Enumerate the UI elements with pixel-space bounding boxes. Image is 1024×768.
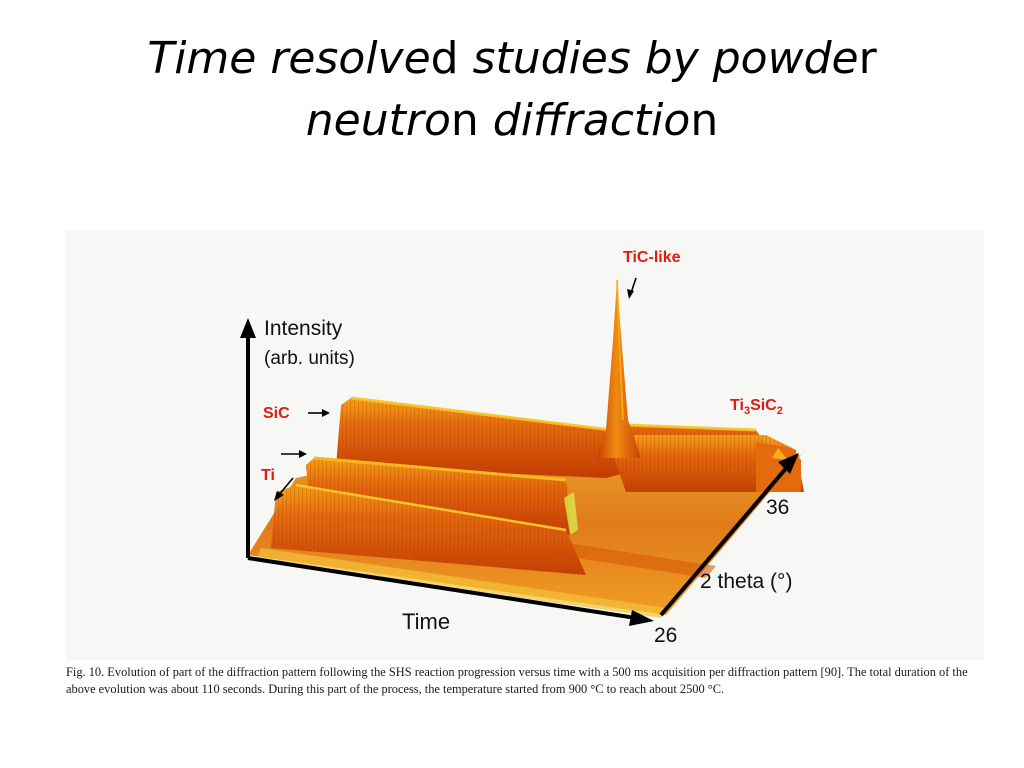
title-run: n [450, 95, 493, 146]
sic-arrow [308, 409, 330, 417]
tic-like-label: TiC-like [623, 249, 681, 266]
two-theta-axis [659, 464, 790, 617]
two-theta-tick-36: 36 [766, 496, 789, 519]
ti-arrow-bottom [274, 477, 294, 501]
two-theta-tick-26: 26 [654, 624, 677, 647]
floor-noise [256, 548, 666, 618]
title-run: diffractio [492, 95, 691, 146]
time-label: Time [402, 609, 450, 634]
slide-title: Time resolved studies by powder neutron d… [0, 28, 1024, 152]
tic-like-peak [596, 280, 641, 458]
intensity-label: Intensity [264, 317, 343, 340]
intensity-units-label: (arb. units) [264, 348, 355, 369]
title-run: n [690, 95, 719, 146]
ti-label: Ti [261, 467, 275, 484]
title-run: studies by powde [472, 33, 859, 84]
surface-plot: Intensity (arb. units) Time 2 theta (°) … [240, 249, 804, 647]
two-theta-label: 2 theta (°) [700, 570, 792, 593]
title-run: neutro [305, 95, 451, 146]
title-run: r [858, 33, 877, 84]
diffraction-figure: Intensity (arb. units) Time 2 theta (°) … [66, 230, 984, 660]
title-run: d [430, 33, 473, 84]
time-axis-arrow [629, 610, 654, 626]
title-run: Time resolve [147, 33, 431, 84]
ti-arrow-top [281, 450, 307, 458]
intensity-axis-arrow [240, 318, 256, 338]
two-theta-axis-arrow [778, 453, 799, 474]
tic-like-arrow [627, 277, 637, 299]
sic-label: SiC [263, 405, 290, 422]
figure-caption: Fig. 10. Evolution of part of the diffra… [66, 665, 968, 696]
time-axis [247, 556, 637, 620]
ti3sic2-label: Ti3SiC2 [730, 397, 783, 417]
